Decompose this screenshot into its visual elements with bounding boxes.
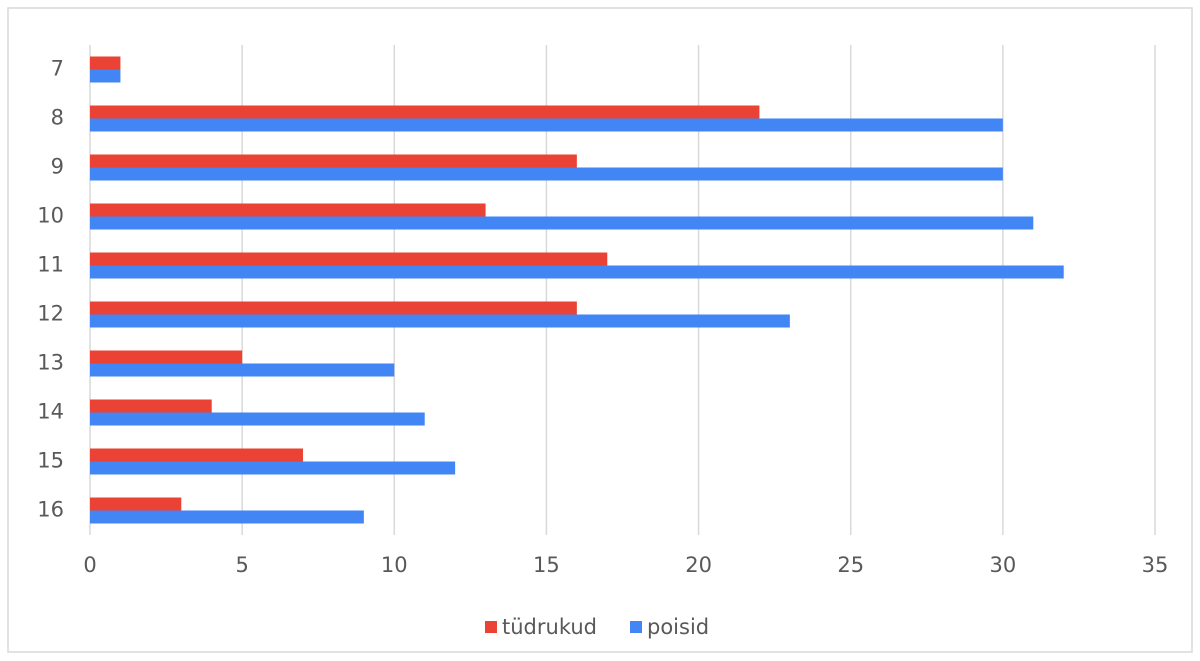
y-tick-label: 8 [51, 106, 64, 130]
bar [90, 167, 1003, 181]
legend-swatch [630, 621, 642, 633]
legend-swatch [485, 621, 497, 633]
bar [90, 314, 790, 328]
bar [90, 265, 1064, 279]
legend-label: tüdrukud [502, 615, 597, 639]
x-tick-label: 25 [837, 553, 864, 577]
y-tick-label: 7 [51, 57, 64, 81]
bar [90, 56, 121, 70]
x-tick-label: 10 [381, 553, 408, 577]
bar [90, 252, 608, 266]
y-tick-label: 13 [37, 351, 64, 375]
bar [90, 448, 303, 462]
y-tick-label: 16 [37, 498, 64, 522]
x-tick-label: 30 [989, 553, 1016, 577]
y-tick-label: 9 [51, 155, 64, 179]
x-tick-label: 15 [533, 553, 560, 577]
y-tick-label: 14 [37, 400, 64, 424]
bar [90, 154, 577, 168]
bar [90, 105, 760, 119]
bar [90, 301, 577, 315]
y-tick-label: 12 [37, 302, 64, 326]
bar [90, 461, 456, 475]
bar [90, 216, 1034, 230]
bar [90, 412, 425, 426]
bar [90, 497, 182, 511]
y-tick-label: 10 [37, 204, 64, 228]
x-tick-label: 35 [1142, 553, 1169, 577]
bar [90, 118, 1003, 132]
bar [90, 363, 395, 377]
bar [90, 203, 486, 217]
bar [90, 399, 212, 413]
legend-label: poisid [647, 615, 709, 639]
x-tick-label: 20 [685, 553, 712, 577]
x-tick-label: 5 [235, 553, 248, 577]
bar [90, 510, 364, 524]
y-tick-label: 11 [37, 253, 64, 277]
bar [90, 69, 121, 83]
y-tick-label: 15 [37, 449, 64, 473]
x-tick-label: 0 [83, 553, 96, 577]
bar [90, 350, 243, 364]
